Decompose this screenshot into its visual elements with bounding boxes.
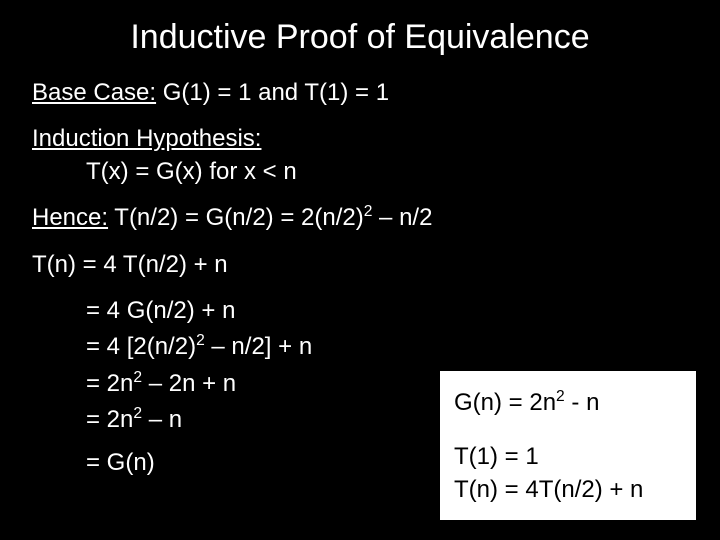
- base-case-label: Base Case:: [32, 79, 156, 106]
- step-2b: – n/2] + n: [205, 333, 312, 360]
- hence-text-a: T(n/2) = G(n/2) = 2(n/2): [108, 204, 364, 231]
- superscript-2: 2: [133, 405, 142, 422]
- step-4a: = 2n: [86, 406, 133, 433]
- ih-label-line: Induction Hypothesis:: [32, 123, 688, 155]
- base-case-text: G(1) = 1 and T(1) = 1: [156, 79, 389, 106]
- box-l1a: G(n) = 2n: [454, 389, 556, 416]
- superscript-2: 2: [133, 369, 142, 386]
- step-2: = 4 [2(n/2)2 – n/2] + n: [32, 331, 688, 363]
- step-3a: = 2n: [86, 370, 133, 397]
- hence-label: Hence:: [32, 204, 108, 231]
- base-case-line: Base Case: G(1) = 1 and T(1) = 1: [32, 77, 688, 109]
- step-1: = 4 G(n/2) + n: [32, 295, 688, 327]
- step-2a: = 4 [2(n/2): [86, 333, 196, 360]
- superscript-2: 2: [196, 332, 205, 349]
- hence-text-b: – n/2: [372, 204, 432, 231]
- step-4b: – n: [142, 406, 182, 433]
- step-3b: – 2n + n: [142, 370, 236, 397]
- slide: Inductive Proof of Equivalence Base Case…: [0, 0, 720, 540]
- hence-line: Hence: T(n/2) = G(n/2) = 2(n/2)2 – n/2: [32, 202, 688, 234]
- box-line-1: G(n) = 2n2 - n: [454, 387, 682, 419]
- reference-box: G(n) = 2n2 - n T(1) = 1 T(n) = 4T(n/2) +…: [440, 371, 696, 520]
- ih-body-line: T(x) = G(x) for x < n: [32, 156, 688, 188]
- induction-hypothesis-label: Induction Hypothesis:: [32, 125, 261, 152]
- superscript-2: 2: [556, 388, 565, 405]
- tn-line: T(n) = 4 T(n/2) + n: [32, 249, 688, 281]
- box-line-3: T(n) = 4T(n/2) + n: [454, 474, 682, 506]
- box-gap: [454, 419, 682, 441]
- box-l1b: - n: [565, 389, 600, 416]
- box-line-2: T(1) = 1: [454, 441, 682, 473]
- slide-title: Inductive Proof of Equivalence: [32, 18, 688, 57]
